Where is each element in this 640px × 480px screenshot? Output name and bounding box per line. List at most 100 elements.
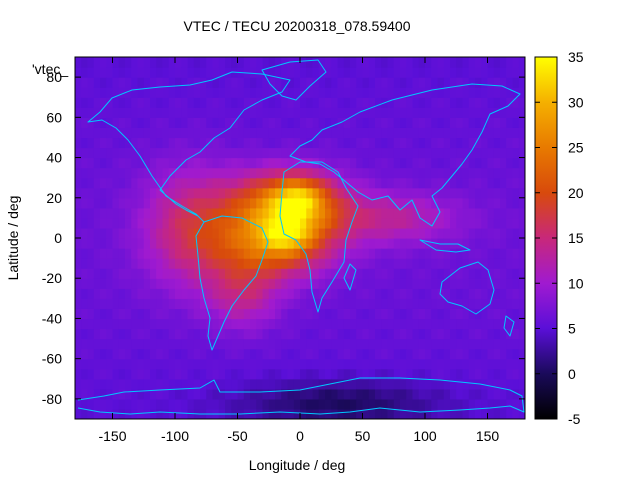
heatmap-cell xyxy=(412,117,420,128)
heatmap-cell xyxy=(137,97,145,108)
heatmap-cell xyxy=(193,167,201,179)
heatmap-cell xyxy=(162,398,170,410)
heatmap-cell xyxy=(506,408,514,419)
heatmap-cell xyxy=(281,328,289,340)
heatmap-cell xyxy=(162,77,170,88)
heatmap-cell xyxy=(212,217,220,229)
heatmap-cell xyxy=(225,127,232,139)
heatmap-cell xyxy=(81,258,89,269)
heatmap-cell xyxy=(118,197,126,209)
heatmap-cell xyxy=(293,338,301,350)
heatmap-cell xyxy=(75,177,82,189)
heatmap-cell xyxy=(268,388,276,400)
heatmap-cell xyxy=(518,207,525,219)
heatmap-cell xyxy=(487,57,495,68)
heatmap-cell xyxy=(312,368,320,380)
heatmap-cell xyxy=(131,348,139,360)
heatmap-cell xyxy=(425,57,432,68)
heatmap-cell xyxy=(75,57,82,68)
heatmap-cell xyxy=(168,248,176,259)
heatmap-cell xyxy=(518,167,525,179)
heatmap-cell xyxy=(350,408,357,419)
heatmap-cell xyxy=(275,398,282,410)
heatmap-cell xyxy=(125,308,132,320)
heatmap-cell xyxy=(343,97,351,108)
heatmap-cell xyxy=(481,217,489,229)
heatmap-cell xyxy=(106,348,114,360)
heatmap-cell xyxy=(456,388,464,400)
heatmap-cell xyxy=(487,338,495,350)
heatmap-cell xyxy=(412,207,420,219)
heatmap-cell xyxy=(431,177,439,189)
heatmap-cell xyxy=(256,358,264,370)
heatmap-cell xyxy=(200,348,207,360)
heatmap-cell xyxy=(450,348,457,360)
heatmap-cell xyxy=(356,117,364,128)
heatmap-cell xyxy=(456,127,464,139)
heatmap-cell xyxy=(112,97,120,108)
coast-australia xyxy=(439,261,495,315)
heatmap-cell xyxy=(137,358,145,370)
heatmap-cell xyxy=(81,308,89,320)
heatmap-cell xyxy=(256,388,264,400)
heatmap-cell xyxy=(168,87,176,98)
heatmap-cell xyxy=(331,348,339,360)
heatmap-cell xyxy=(418,338,426,350)
heatmap-cell xyxy=(243,147,251,159)
heatmap-cell xyxy=(506,288,514,299)
heatmap-cell xyxy=(212,278,220,289)
heatmap-cell xyxy=(162,338,170,350)
heatmap-cell xyxy=(256,127,264,139)
heatmap-cell xyxy=(156,358,164,370)
heatmap-cell xyxy=(187,97,195,108)
heatmap-cell xyxy=(487,278,495,289)
heatmap-cell xyxy=(293,107,301,118)
heatmap-cell xyxy=(300,338,307,350)
heatmap-cell xyxy=(237,97,245,108)
heatmap-cell xyxy=(412,77,420,88)
heatmap-cell xyxy=(281,167,289,179)
heatmap-cell xyxy=(475,238,482,249)
heatmap-cell xyxy=(481,127,489,139)
heatmap-cell xyxy=(431,258,439,269)
heatmap-cell xyxy=(418,177,426,189)
heatmap-cell xyxy=(481,338,489,350)
heatmap-cell xyxy=(393,328,401,340)
heatmap-cell xyxy=(287,308,295,320)
heatmap-cell xyxy=(406,67,414,78)
heatmap-cell xyxy=(75,288,82,299)
heatmap-cell xyxy=(93,167,101,179)
heatmap-cell xyxy=(325,338,332,350)
heatmap-cell xyxy=(512,217,520,229)
heatmap-cell xyxy=(156,107,164,118)
heatmap-cell xyxy=(131,87,139,98)
heatmap-cell xyxy=(168,137,176,149)
heatmap-cell xyxy=(156,137,164,149)
heatmap-cell xyxy=(181,127,189,139)
heatmap-cell xyxy=(100,227,107,239)
heatmap-cell xyxy=(131,238,139,249)
heatmap-cell xyxy=(362,248,370,259)
heatmap-cell xyxy=(506,268,514,279)
heatmap-cell xyxy=(87,187,95,199)
heatmap-cell xyxy=(212,137,220,149)
heatmap-cell xyxy=(262,147,270,159)
heatmap-cell xyxy=(168,388,176,400)
heatmap-cell xyxy=(225,117,232,128)
heatmap-cell xyxy=(375,147,382,159)
heatmap-cell xyxy=(418,308,426,320)
heatmap-cell xyxy=(137,318,145,330)
heatmap-cell xyxy=(212,87,220,98)
heatmap-cell xyxy=(425,398,432,410)
heatmap-cell xyxy=(431,207,439,219)
heatmap-cell xyxy=(168,408,176,419)
heatmap-cell xyxy=(481,57,489,68)
heatmap-cell xyxy=(325,368,332,380)
heatmap-cell xyxy=(362,258,370,269)
heatmap-cell xyxy=(318,117,326,128)
heatmap-cell xyxy=(175,227,182,239)
heatmap-cell xyxy=(443,87,451,98)
heatmap-cell xyxy=(112,298,120,309)
heatmap-cell xyxy=(212,97,220,108)
